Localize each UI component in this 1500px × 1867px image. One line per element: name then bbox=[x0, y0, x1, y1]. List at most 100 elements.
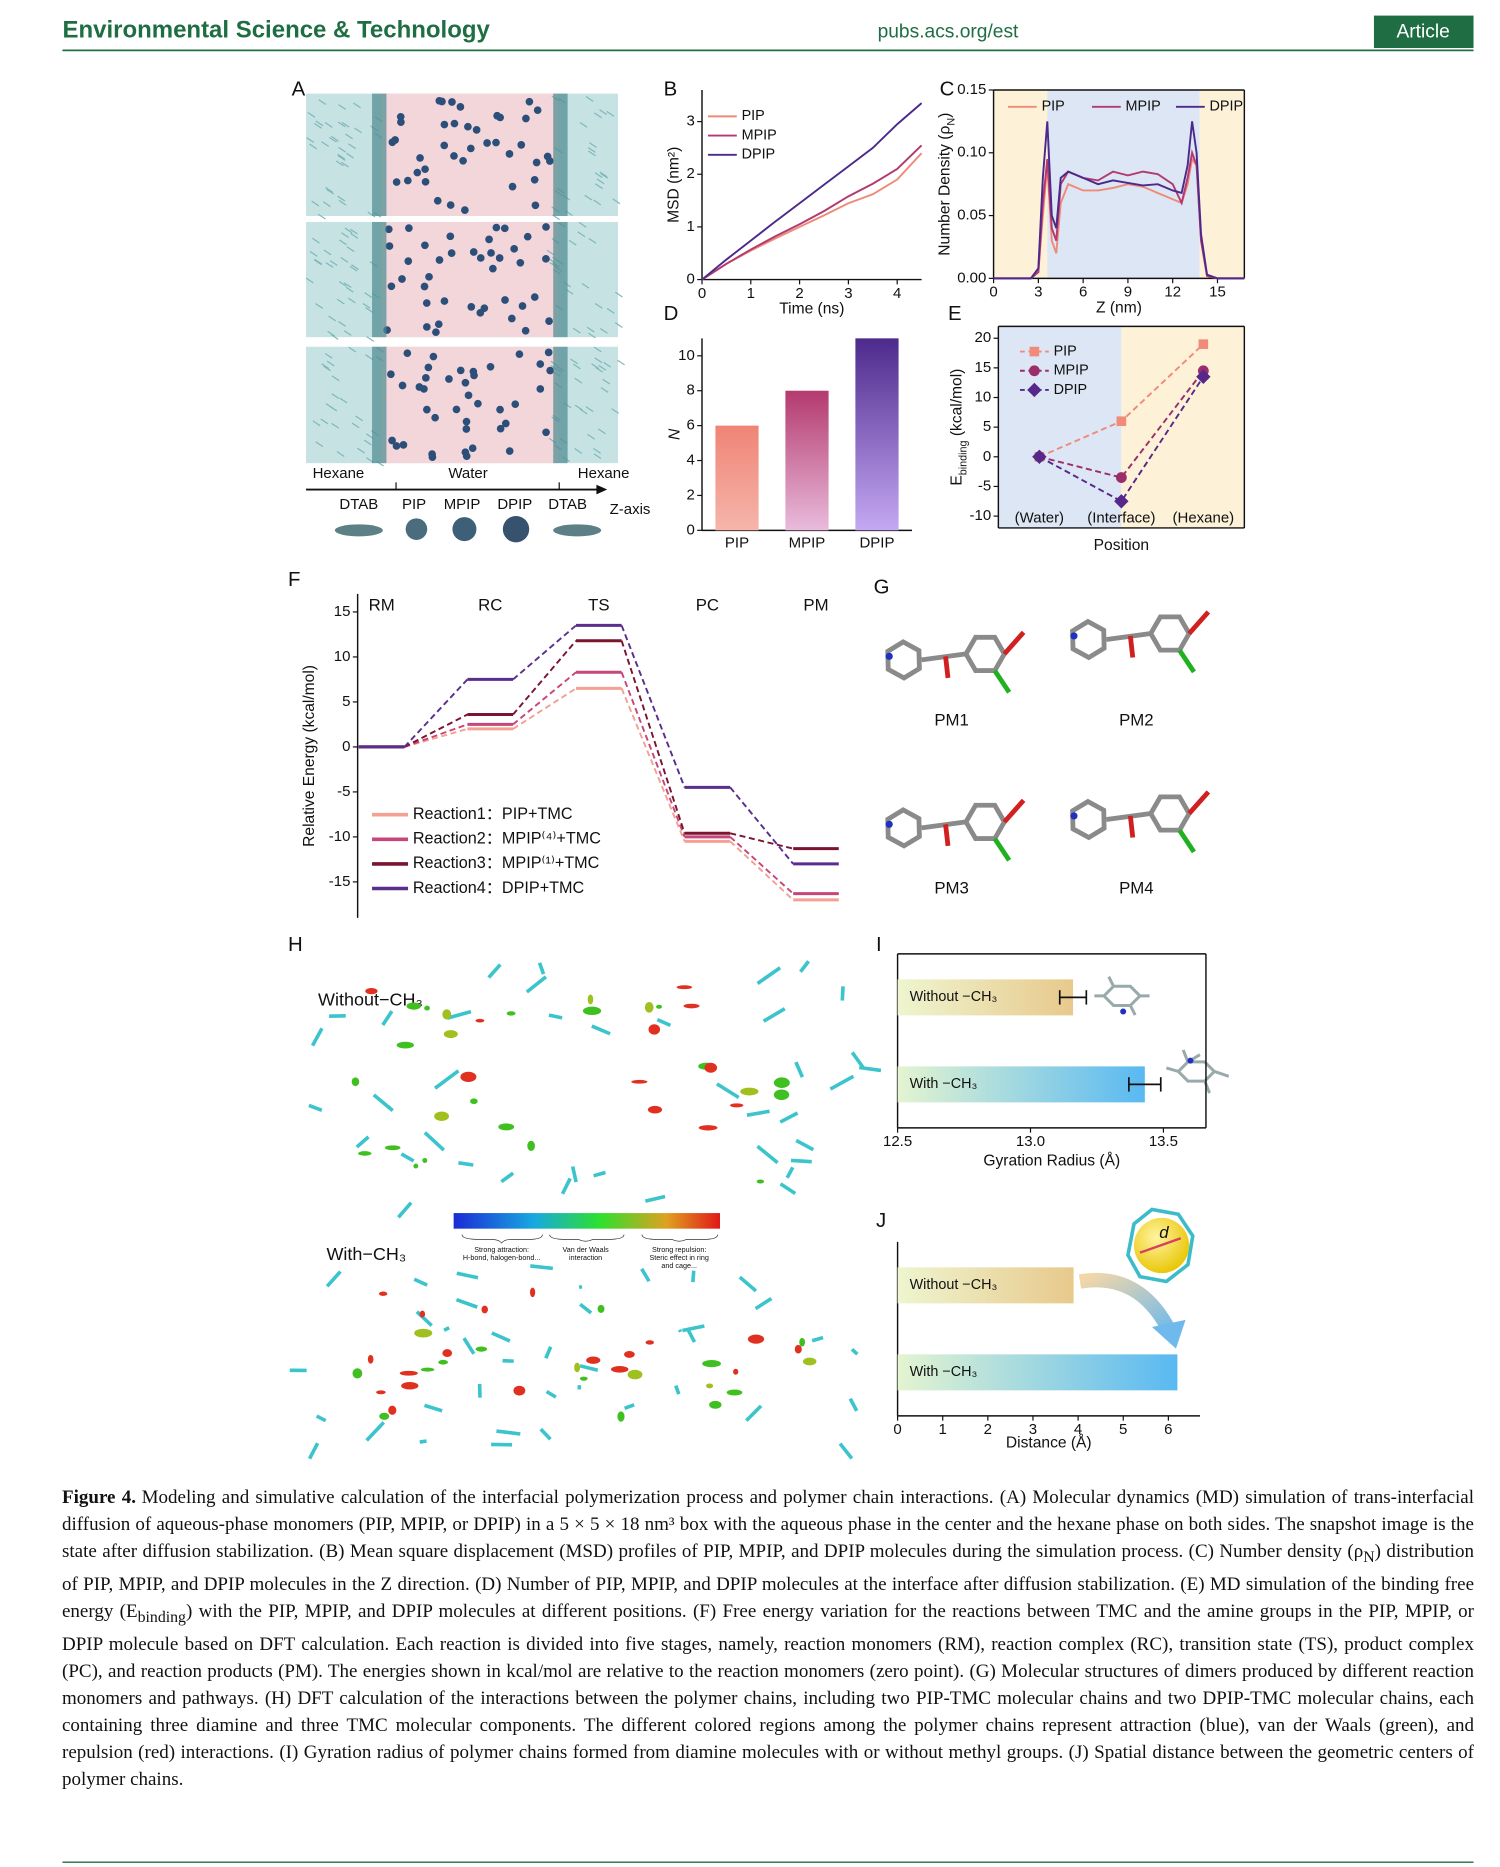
monomer bbox=[500, 224, 509, 233]
interaction-surface bbox=[498, 1123, 515, 1131]
hexane-chain bbox=[337, 155, 346, 161]
monomer bbox=[435, 256, 444, 264]
connector bbox=[729, 836, 794, 895]
monomer bbox=[448, 98, 456, 106]
region bbox=[993, 89, 1048, 279]
bond bbox=[1187, 790, 1211, 816]
connector bbox=[620, 688, 686, 842]
monomer bbox=[546, 366, 554, 375]
molecule bbox=[1070, 610, 1211, 674]
hexane-chain bbox=[606, 110, 615, 117]
legend-label: DPIP bbox=[1210, 99, 1244, 115]
dtab-icon bbox=[334, 524, 383, 537]
hexane-chain bbox=[593, 453, 602, 460]
marker bbox=[1196, 369, 1211, 384]
interaction-surface bbox=[582, 1006, 602, 1016]
interaction-surface bbox=[587, 994, 594, 1005]
interaction-surface bbox=[376, 1390, 386, 1395]
bond bbox=[840, 986, 845, 1001]
connector bbox=[620, 671, 686, 838]
hexane-chain bbox=[346, 246, 355, 253]
axis-label: Z-axis bbox=[610, 501, 651, 518]
hexane-chain bbox=[309, 251, 318, 257]
x-tick-label: (Water) bbox=[1015, 509, 1064, 526]
bond bbox=[811, 1335, 824, 1343]
category-label: With −CH₃ bbox=[910, 1364, 978, 1380]
hexane-chain bbox=[338, 280, 347, 287]
hexane-chain bbox=[329, 260, 338, 266]
hexane-chain bbox=[349, 265, 358, 272]
bond bbox=[850, 1051, 865, 1069]
monomer bbox=[525, 97, 534, 106]
y-axis-label: MSD (nm²) bbox=[666, 147, 683, 223]
hexane-chain bbox=[366, 336, 375, 342]
hexane-chain bbox=[572, 363, 581, 370]
hexane-chain bbox=[357, 447, 365, 454]
bond bbox=[779, 1111, 799, 1124]
category-label: Without −CH₃ bbox=[910, 989, 998, 1005]
monomer bbox=[438, 97, 446, 106]
hexane-chain bbox=[587, 150, 596, 157]
bond bbox=[372, 1093, 394, 1113]
hexane-chain bbox=[353, 102, 361, 109]
x-tick-label: 3 bbox=[1029, 1421, 1037, 1438]
ring bbox=[1070, 798, 1107, 841]
hexane-chain bbox=[326, 360, 335, 367]
y-tick-label: 15 bbox=[975, 359, 992, 376]
error-bar bbox=[1128, 1077, 1162, 1092]
hexane-chain bbox=[574, 377, 583, 384]
bond bbox=[544, 1346, 553, 1359]
molecule-icon bbox=[1094, 976, 1150, 1016]
series-line bbox=[701, 144, 923, 281]
colorbar-label: Van der Waals bbox=[562, 1245, 609, 1254]
bond bbox=[423, 1403, 443, 1413]
hexane-chain bbox=[597, 428, 606, 435]
hexane-chain bbox=[311, 200, 320, 207]
hexane-chain bbox=[341, 121, 350, 128]
monomer bbox=[542, 428, 550, 437]
monomer bbox=[533, 106, 542, 115]
monomer bbox=[413, 168, 422, 177]
marker bbox=[1029, 346, 1040, 357]
stage-label: PC bbox=[696, 595, 719, 614]
panel-letter: E bbox=[948, 303, 962, 325]
monomer bbox=[388, 436, 396, 445]
polymer-chain bbox=[289, 1264, 859, 1460]
bond bbox=[579, 1302, 593, 1315]
hexane-chain bbox=[350, 228, 358, 235]
marker bbox=[1114, 494, 1129, 509]
interaction-surface bbox=[358, 1151, 372, 1156]
hexane-chain bbox=[347, 297, 356, 304]
dtab-layer bbox=[553, 346, 568, 464]
hexane-chain bbox=[341, 232, 349, 238]
interaction-surface bbox=[419, 1310, 426, 1318]
bond bbox=[400, 1152, 415, 1163]
bond bbox=[537, 962, 546, 975]
monomer bbox=[433, 196, 442, 205]
interaction-surface bbox=[773, 1077, 790, 1088]
monomer bbox=[464, 122, 472, 131]
interaction-surface bbox=[420, 1367, 435, 1372]
molecule-icon bbox=[1165, 1049, 1230, 1094]
monomer bbox=[536, 385, 545, 393]
monomer bbox=[536, 360, 545, 368]
hexane-chain bbox=[600, 387, 609, 393]
monomer bbox=[508, 182, 517, 191]
y-axis-label: Ebinding (kcal/mol) bbox=[949, 369, 970, 486]
x-axis-label: Distance (Å) bbox=[1006, 1433, 1092, 1452]
legend-label: Reaction2：MPIP⁽⁴⁾+TMC bbox=[413, 830, 601, 848]
interaction-surface bbox=[623, 1351, 635, 1358]
hexane-chain bbox=[314, 258, 323, 265]
interaction-surface bbox=[799, 1337, 806, 1347]
monomer bbox=[476, 254, 485, 262]
monomer bbox=[450, 152, 458, 160]
bond bbox=[525, 975, 548, 994]
dpip-icon bbox=[502, 515, 530, 543]
hexane-chain bbox=[338, 199, 347, 206]
y-tick-label: -15 bbox=[329, 873, 351, 890]
y-tick-label: 20 bbox=[975, 329, 992, 346]
interaction-surface bbox=[597, 1304, 605, 1314]
interaction-surface bbox=[475, 1018, 485, 1023]
monomer bbox=[511, 400, 520, 409]
connector bbox=[512, 640, 577, 716]
